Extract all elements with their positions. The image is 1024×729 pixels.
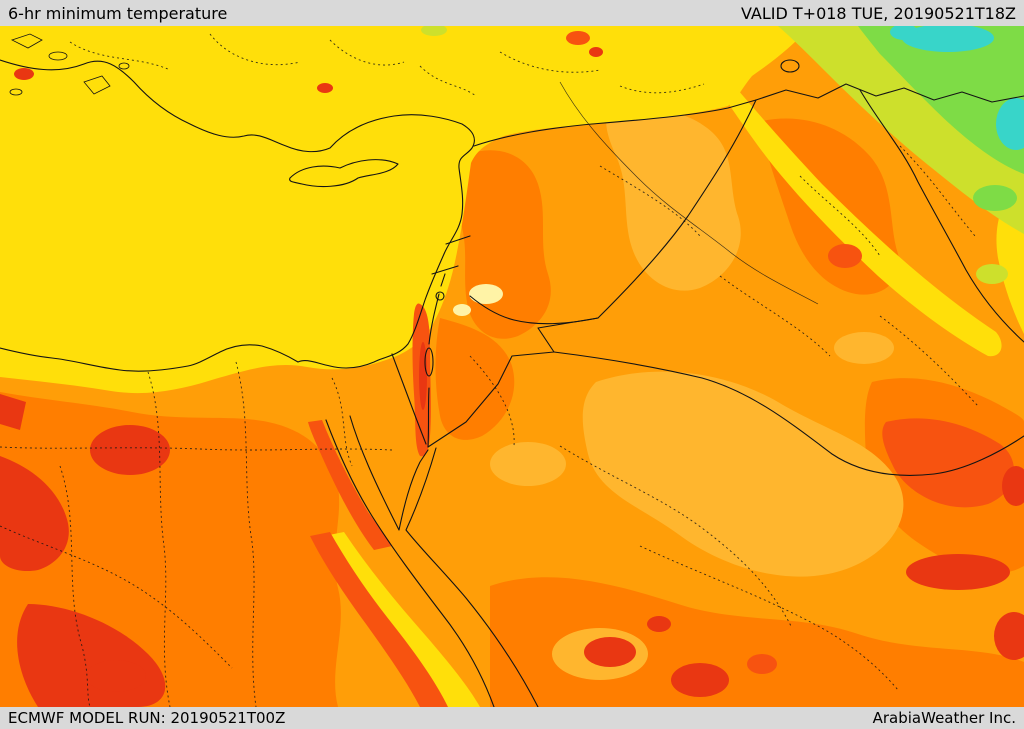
valid-time-label: VALID T+018 TUE, 20190521T18Z (740, 3, 1016, 23)
temp-blob (0, 394, 26, 430)
temp-region-red-orange (308, 31, 1014, 707)
jordan-valley-border (427, 273, 446, 448)
dead-sea (424, 347, 434, 377)
israel-egypt-border (391, 353, 427, 445)
header-bar: 6-hr minimum temperature VALID T+018 TUE… (0, 0, 1024, 26)
island (9, 88, 23, 96)
temperature-field-svg (0, 26, 1024, 707)
dotted-line (209, 33, 301, 66)
temp-blob (747, 654, 777, 674)
temp-blob (890, 26, 918, 40)
sinai-east-shore (349, 415, 429, 531)
temp-region-red (0, 47, 1024, 707)
temp-blob (566, 31, 590, 45)
dotted-line (559, 445, 793, 629)
temp-blob (834, 332, 894, 364)
temperature-map (0, 26, 1024, 707)
temp-region-yellow (0, 26, 1024, 707)
temp-blob (86, 660, 146, 692)
dotted-line (59, 465, 91, 707)
temp-blob (435, 318, 515, 440)
temp-blob (589, 47, 603, 57)
dotted-line (719, 275, 831, 357)
syria-iraq-border (597, 99, 757, 319)
islands (9, 33, 130, 96)
dotted-line (69, 41, 171, 71)
temp-blob (421, 26, 447, 36)
dotted-line (879, 315, 979, 407)
temp-region-green (858, 26, 1024, 211)
mediterranean-coastline (0, 59, 475, 372)
temp-blob (906, 554, 1010, 590)
dotted-line (147, 371, 171, 707)
model-run-label: ECMWF MODEL RUN: 20190521T00Z (8, 709, 286, 727)
jordan-saudi-border (427, 317, 599, 448)
rivers (559, 81, 819, 305)
temp-region-pale-yellow (453, 284, 503, 316)
dotted-line (599, 165, 701, 237)
temp-region-cyan (890, 26, 1024, 150)
redsea-west-shore (325, 419, 495, 707)
island (118, 62, 130, 70)
dotted-line (331, 377, 353, 467)
iraq-saudi-border (553, 351, 1024, 476)
temp-blob (490, 442, 566, 486)
temp-blob (976, 264, 1008, 284)
lebanon-borders (431, 235, 471, 275)
provider-label: ArabiaWeather Inc. (872, 709, 1016, 727)
temp-blob (14, 68, 34, 80)
sea-of-galilee (435, 291, 445, 301)
country-borders (0, 59, 1024, 707)
temp-blob (671, 663, 729, 697)
footer-bar: ECMWF MODEL RUN: 20190521T00Z ArabiaWeat… (0, 707, 1024, 729)
temp-blob (469, 284, 503, 304)
dotted-line (469, 355, 515, 447)
redsea-east-shore (405, 447, 539, 707)
temp-blob (973, 185, 1017, 211)
iran-iraq-border (859, 89, 1024, 343)
temp-blob (1002, 466, 1024, 506)
turkey-southern-border (473, 83, 1024, 147)
temp-blob (647, 616, 671, 632)
temp-blob (90, 425, 170, 475)
temp-blob-foothills-band (728, 89, 1002, 357)
temp-blob (996, 98, 1024, 150)
island (48, 51, 68, 61)
map-title: 6-hr minimum temperature (8, 3, 228, 23)
island (10, 33, 43, 49)
dotted-line (0, 446, 393, 451)
temp-blob (994, 612, 1024, 660)
temp-blob (858, 26, 1024, 174)
cyprus-outline (289, 159, 399, 188)
temp-blob (902, 26, 994, 52)
dotted-line (619, 83, 705, 94)
temp-blob (317, 83, 333, 93)
euphrates-river (559, 81, 819, 305)
temp-blob-suez-streak (308, 420, 392, 550)
temp-blob (0, 456, 69, 572)
temp-blob (582, 371, 904, 577)
temp-blob (828, 244, 862, 268)
temp-blob-redsea-coast (310, 532, 448, 707)
temp-blob-redsea-channel (324, 532, 480, 707)
admin-boundaries-dotted (0, 33, 979, 707)
temp-blob (584, 637, 636, 667)
dotted-line (499, 51, 601, 73)
temp-blob (453, 304, 471, 316)
temp-blob (882, 418, 1014, 508)
lake-van (780, 59, 800, 73)
temp-blob-yellow-main (0, 26, 810, 394)
temp-blob (606, 107, 741, 291)
dotted-line (235, 361, 257, 707)
island (83, 75, 111, 95)
